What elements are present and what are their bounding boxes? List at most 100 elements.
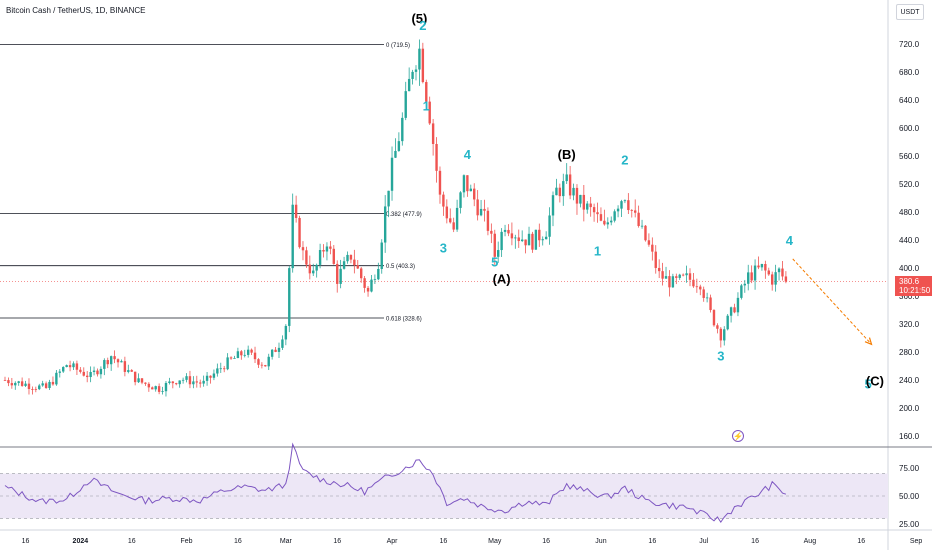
candle-body [531,233,534,250]
candle-body [606,222,609,225]
candle-body [353,259,356,266]
price-tick-label: 600.0 [899,124,920,133]
candle-body [363,278,366,288]
candle-body [555,187,558,196]
candle-body [360,268,363,279]
candle-body [140,378,144,383]
candle-body [72,363,75,368]
candle-body [695,286,699,288]
candle-body [586,203,589,210]
candle-body [425,82,428,102]
candle-body [277,347,281,352]
currency-button[interactable]: USDT [896,4,924,20]
candle-body [411,71,414,79]
candle-body [38,385,41,390]
price-tick-label: 280.0 [899,348,920,357]
price-tick-label: 520.0 [899,180,920,189]
wave-label: 1 [594,243,601,258]
candle-body [579,194,582,204]
candle-body [298,217,301,248]
flash-icon[interactable]: ⚡ [732,430,744,442]
wave-label: (5) [411,11,427,26]
candle-body [58,371,61,373]
candle-body [233,358,236,359]
price-tick-label: 240.0 [899,376,920,385]
candle-body [212,373,216,378]
candle-body [195,381,198,383]
candle-body [743,283,746,286]
candle-body [507,229,510,234]
candle-body [288,268,291,326]
wave-label: (B) [558,147,576,162]
price-tick-label: 640.0 [899,96,920,105]
candle-body [267,356,270,367]
wave-label: 4 [786,233,794,248]
wave-label: (A) [493,271,511,286]
candle-body [592,207,596,213]
candle-body [390,157,394,191]
candle-body [479,208,483,216]
fib-level-label: 0.5 (403.3) [386,264,415,270]
candle-body [240,351,243,356]
candle-body [483,208,486,211]
candle-body [192,381,195,385]
candle-body [75,363,79,370]
candle-body [199,382,202,384]
price-tick-label: 200.0 [899,404,920,413]
candle-body [647,240,651,245]
candle-body [216,368,219,374]
candle-body [123,361,127,372]
candle-body [113,356,116,360]
candle-body [688,273,692,280]
candle-body [236,351,240,359]
candle-body [544,236,548,240]
price-tick-label: 440.0 [899,236,920,245]
candles [3,39,788,397]
candle-body [685,273,688,276]
candle-body [291,204,294,269]
candle-body [428,101,431,124]
candle-body [318,249,322,265]
candle-body [89,372,92,378]
candle-body [476,199,479,216]
price-tick-label: 720.0 [899,40,920,49]
candle-body [520,239,524,242]
candle-body [79,369,82,372]
time-tick-label: 16 [234,538,242,545]
candle-body [620,201,623,209]
candle-body [750,272,753,281]
rsi-tick-label: 25.00 [899,520,920,529]
candle-body [538,229,541,241]
candle-body [209,375,212,378]
candle-body [250,349,253,353]
candle-body [736,297,740,313]
candle-body [127,370,130,372]
candle-body [613,211,616,221]
candle-body [627,200,630,211]
candle-body [527,233,531,246]
candle-body [541,239,544,241]
time-tick-label: 16 [128,538,136,545]
candle-body [336,263,339,284]
time-tick-label: Apr [387,538,399,545]
candle-body [637,212,640,226]
candle-body [723,329,726,341]
price-tick-label: 160.0 [899,432,920,441]
price-tick-label: 680.0 [899,68,920,77]
candle-body [130,370,133,372]
price-tick-label: 480.0 [899,208,920,217]
candle-body [325,246,329,252]
candle-body [421,48,425,83]
candle-body [205,375,209,381]
candle-body [370,279,373,292]
candle-body [548,215,551,237]
candle-body [596,212,599,215]
candle-body [510,233,514,239]
candle-body [716,325,719,329]
candle-body [270,349,274,357]
candle-body [380,242,383,269]
candle-body [692,279,695,287]
time-tick-label: Sep [910,538,923,545]
candle-body [589,203,592,208]
